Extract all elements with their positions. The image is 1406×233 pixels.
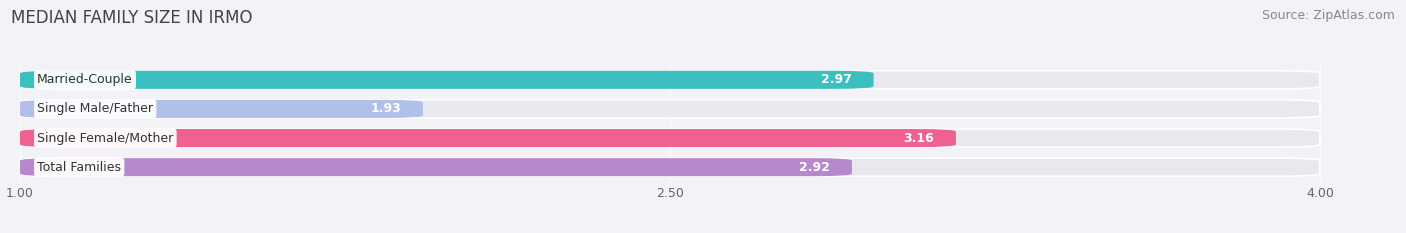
- Text: Source: ZipAtlas.com: Source: ZipAtlas.com: [1261, 9, 1395, 22]
- Text: Single Female/Mother: Single Female/Mother: [37, 132, 173, 144]
- Text: Married-Couple: Married-Couple: [37, 73, 134, 86]
- Text: 2.92: 2.92: [800, 161, 831, 174]
- Text: Single Male/Father: Single Male/Father: [37, 103, 153, 115]
- FancyBboxPatch shape: [20, 129, 1320, 147]
- Text: MEDIAN FAMILY SIZE IN IRMO: MEDIAN FAMILY SIZE IN IRMO: [11, 9, 253, 27]
- Text: Total Families: Total Families: [37, 161, 121, 174]
- Text: 2.97: 2.97: [821, 73, 852, 86]
- Text: 3.16: 3.16: [904, 132, 934, 144]
- FancyBboxPatch shape: [20, 129, 956, 147]
- FancyBboxPatch shape: [20, 100, 423, 118]
- Text: 1.93: 1.93: [371, 103, 401, 115]
- FancyBboxPatch shape: [20, 71, 873, 89]
- FancyBboxPatch shape: [20, 100, 1320, 118]
- FancyBboxPatch shape: [20, 158, 1320, 176]
- FancyBboxPatch shape: [20, 71, 1320, 89]
- FancyBboxPatch shape: [20, 158, 852, 176]
